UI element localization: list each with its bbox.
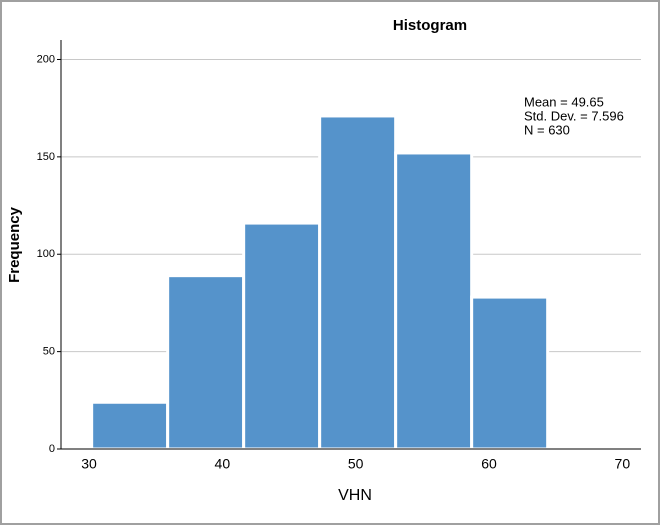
annotation: Mean = 49.65: [524, 94, 604, 109]
x-axis-label: VHN: [338, 487, 372, 504]
annotation: Std. Dev. = 7.596: [524, 108, 624, 123]
bar: [318, 114, 398, 451]
y-tick-label: 50: [43, 346, 55, 358]
y-tick-label: 200: [37, 53, 55, 65]
x-tick-label: 40: [215, 456, 231, 472]
y-tick-label: 150: [37, 151, 55, 163]
x-tick-label: 70: [615, 456, 631, 472]
x-tick-label: 30: [81, 456, 97, 472]
x-tick-label: 50: [348, 456, 364, 472]
y-axis-label: Frequency: [6, 206, 23, 283]
bar: [90, 400, 170, 451]
x-tick-label: 60: [481, 456, 497, 472]
y-tick-label: 100: [37, 248, 55, 260]
annotation: N = 630: [524, 122, 570, 137]
y-tick-label: 0: [49, 443, 55, 455]
bar: [470, 295, 550, 451]
bar: [166, 274, 246, 451]
chart-title: Histogram: [393, 17, 467, 34]
bar: [394, 151, 474, 451]
bar: [242, 221, 322, 451]
